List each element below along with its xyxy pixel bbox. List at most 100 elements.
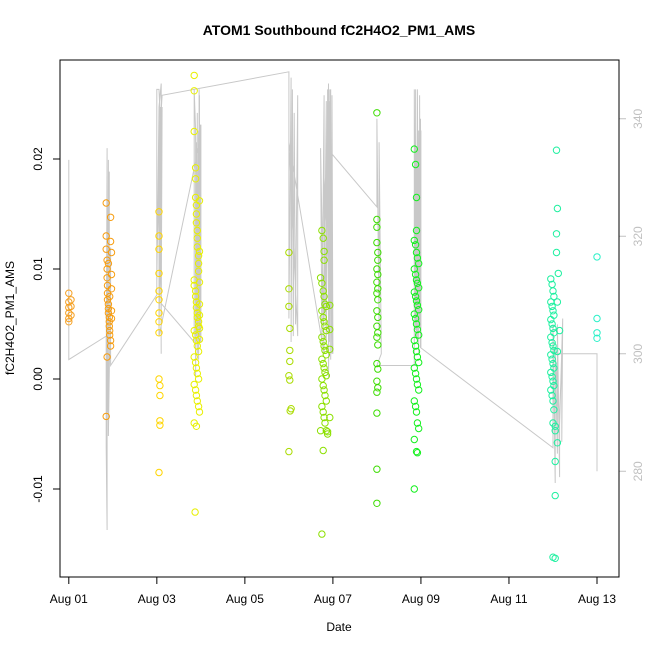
data-point [548, 355, 556, 363]
data-point [547, 386, 555, 394]
data-point [320, 247, 328, 256]
data-point [549, 359, 557, 368]
data-point [286, 324, 294, 333]
data-point [156, 421, 164, 429]
x-tick-label: Aug 09 [402, 592, 440, 606]
data-point [410, 364, 418, 372]
secondary-y-tick-label: 300 [631, 343, 645, 363]
secondary-y-tick-label: 340 [631, 108, 645, 128]
data-point [318, 333, 326, 341]
y-tick-label: 0.02 [31, 147, 45, 171]
data-point [191, 164, 200, 172]
data-point [374, 313, 382, 322]
data-point [195, 197, 204, 205]
x-tick-label: Aug 11 [490, 592, 527, 606]
data-point [285, 285, 293, 293]
data-point [553, 347, 562, 356]
data-point [322, 427, 330, 435]
data-point [549, 342, 557, 350]
data-point [415, 259, 423, 268]
data-point [320, 364, 328, 372]
data-point [549, 307, 557, 315]
data-point [193, 369, 202, 378]
data-point [413, 449, 422, 457]
data-point [155, 318, 163, 326]
data-point [413, 254, 422, 262]
data-point [326, 325, 334, 334]
data-point [156, 391, 164, 400]
data-point [193, 309, 202, 317]
data-point [285, 248, 293, 257]
data-point [413, 325, 422, 334]
data-point [155, 309, 163, 317]
data-point [415, 424, 423, 433]
data-point [323, 428, 332, 436]
data-point [373, 377, 381, 385]
data-point [322, 397, 330, 405]
data-point [190, 281, 198, 290]
x-tick-label: Aug 03 [138, 592, 176, 606]
data-point [194, 267, 203, 275]
data-point [410, 435, 418, 444]
data-point [320, 386, 328, 394]
data-point [412, 248, 421, 257]
data-point [553, 298, 562, 306]
data-point [410, 397, 418, 405]
data-point [373, 223, 381, 231]
data-point [155, 232, 163, 240]
data-point [547, 351, 555, 359]
data-point [374, 248, 382, 257]
data-point [103, 265, 111, 273]
data-point [194, 375, 203, 383]
data-point [550, 406, 558, 414]
data-point [320, 318, 328, 326]
data-point [410, 485, 418, 493]
data-point [373, 238, 381, 247]
data-point [193, 397, 202, 405]
data-point [415, 284, 423, 292]
data-point [548, 339, 556, 347]
data-point [550, 311, 558, 319]
data-point [411, 270, 420, 279]
data-point [412, 447, 421, 456]
data-point [552, 230, 561, 238]
data-point [103, 353, 111, 361]
data-point [551, 491, 559, 500]
data-point [286, 357, 294, 366]
data-point [107, 314, 116, 323]
data-point [548, 391, 556, 400]
data-point [318, 279, 326, 287]
data-point [155, 329, 163, 337]
data-point [194, 259, 203, 268]
data-point [411, 314, 420, 323]
y-axis-label: fC2H4O2_PM1_AMS [3, 261, 17, 375]
data-point [410, 145, 418, 153]
data-point [195, 311, 204, 319]
data-point [65, 289, 73, 297]
data-point [192, 364, 201, 372]
data-point [410, 288, 418, 296]
data-point [321, 346, 329, 355]
data-point [319, 313, 327, 322]
data-point [374, 365, 382, 373]
y-tick-label: -0.01 [31, 475, 45, 503]
data-point [547, 298, 555, 306]
data-point [195, 278, 204, 286]
data-point [547, 368, 555, 377]
data-point [413, 279, 422, 287]
data-point [191, 386, 200, 394]
data-point [412, 276, 421, 284]
data-point [555, 326, 564, 335]
data-point [548, 320, 556, 328]
data-point [373, 109, 381, 117]
data-point [415, 306, 423, 314]
data-point [593, 253, 601, 261]
data-point [553, 439, 562, 447]
data-point [547, 315, 555, 324]
data-point [551, 457, 559, 466]
data-point [195, 247, 204, 256]
data-point [106, 326, 114, 335]
data-point [323, 430, 332, 438]
data-point [194, 347, 203, 356]
data-point [106, 336, 115, 345]
